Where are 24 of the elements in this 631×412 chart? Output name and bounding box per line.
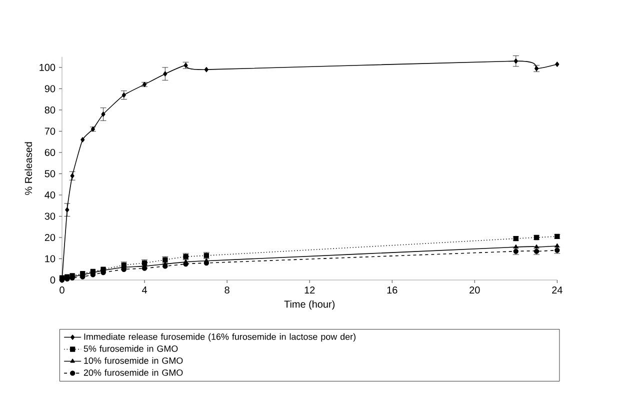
- x-axis-title: Time (hour): [284, 300, 335, 310]
- y-tick-label: 70: [44, 128, 56, 135]
- x-tick-label: 16: [387, 286, 398, 294]
- x-tick-label: 0: [60, 286, 64, 294]
- x-tick-label: 24: [552, 286, 562, 294]
- x-tick-label: 4: [142, 286, 148, 294]
- y-tick-label: 100: [40, 64, 56, 71]
- y-tick-label: 30: [44, 212, 56, 220]
- x-tick-label: 12: [304, 286, 315, 294]
- y-tick-label: 90: [44, 85, 56, 92]
- legend-label: 5% furosemide in GMO: [84, 345, 178, 352]
- x-tick-label: 8: [224, 286, 230, 294]
- y-tick-label: 20: [44, 234, 56, 242]
- y-tick-label: 10: [45, 255, 56, 262]
- y-tick-label: 60: [44, 148, 56, 156]
- y-tick-label: 50: [44, 170, 56, 178]
- legend-label: 10% furosemide in GMO: [84, 357, 183, 364]
- y-tick-label: 80: [44, 106, 56, 114]
- legend-label: 20% furosemide in GMO: [84, 369, 183, 376]
- y-axis-title: % Released: [24, 142, 32, 195]
- x-tick-label: 20: [470, 286, 480, 294]
- legend-label: Immediate release furosemide (16% furosemide in lactose pow der): [84, 333, 356, 342]
- y-tick-label: 0: [50, 276, 56, 284]
- y-tick-label: 40: [44, 191, 56, 199]
